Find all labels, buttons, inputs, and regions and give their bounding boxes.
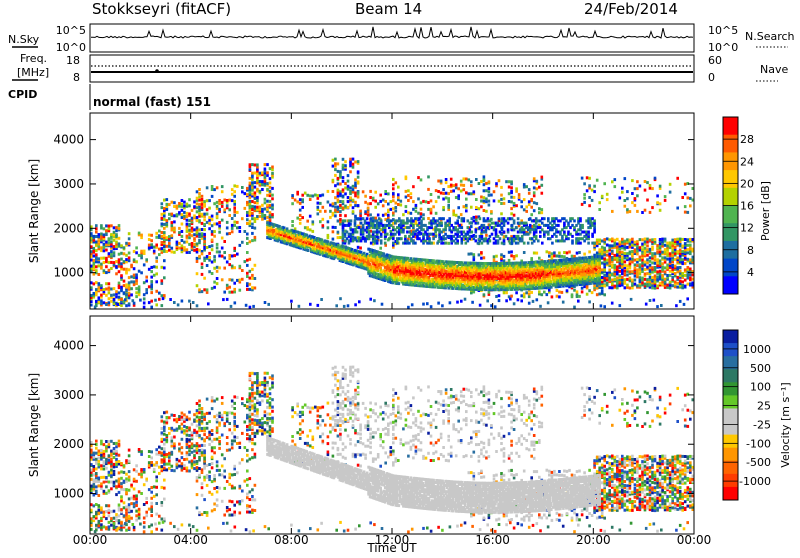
colorbar-tick-label: 8 — [747, 244, 754, 257]
colorbar-segment — [723, 395, 738, 409]
colorbar-segment — [723, 135, 738, 153]
colorbar-segment — [723, 422, 738, 436]
power-ylabel: Slant Range [km] — [27, 159, 41, 263]
freq-left-label-2: [MHz] — [17, 66, 49, 79]
velocity-colorbar-label: Velocity [m s⁻¹] — [779, 382, 792, 467]
x-tick-label: 08:00 — [274, 533, 309, 547]
freq-tick-left-top: 18 — [66, 54, 80, 67]
colorbar-segment — [723, 382, 738, 396]
colorbar-segment — [723, 188, 738, 206]
y-tick-label: 4000 — [53, 133, 84, 147]
y-tick-label: 3000 — [53, 177, 84, 191]
colorbar-segment — [723, 330, 738, 344]
x-tick-label: 04:00 — [173, 533, 208, 547]
y-tick-label: 1000 — [53, 266, 84, 280]
velocity-panel: 1000 2000 3000 4000 Slant Range [km] 1000 50… — [27, 316, 792, 534]
velocity-colorbar: 1000 500 100 25 -25 -100 -500 -1000 — [723, 330, 771, 501]
noise-right-label: N.Search — [745, 30, 795, 43]
y-tick-label: 1000 — [53, 487, 84, 501]
colorbar-tick-label: 24 — [740, 155, 754, 168]
nave-label: Nave — [760, 63, 788, 76]
colorbar-tick-label: 100 — [750, 381, 771, 394]
x-axis-label: Time UT — [366, 541, 417, 554]
colorbar-tick-label: 25 — [757, 400, 771, 413]
colorbar-tick-label: -1000 — [739, 475, 771, 488]
y-tick-label: 2000 — [53, 221, 84, 235]
colorbar-segment — [723, 223, 738, 241]
power-colorbar: 28 24 20 16 12 8 4 — [723, 117, 754, 295]
freq-tick-left-bottom: 8 — [73, 71, 80, 84]
colorbar-segment — [723, 369, 738, 383]
colorbar-tick-label: -25 — [753, 418, 771, 431]
colorbar-segment — [723, 408, 738, 422]
beam-title: Beam 14 — [355, 0, 422, 18]
colorbar-segment — [723, 276, 738, 294]
freq-panel: Freq. [MHz] 18 8 60 0 Nave — [12, 52, 788, 84]
colorbar-segment — [723, 170, 738, 188]
colorbar-tick-label: -100 — [746, 437, 771, 450]
noise-panel: N.Sky 10^5 10^0 10^5 10^0 N.Search — [8, 24, 795, 54]
colorbar-tick-label: 16 — [740, 200, 754, 213]
x-tick-label: 00:00 — [73, 533, 108, 547]
power-colorbar-label: Power [dB] — [759, 181, 772, 241]
colorbar-segment — [723, 343, 738, 357]
colorbar-segment — [723, 206, 738, 224]
noise-tick-left-bottom: 10^0 — [56, 41, 86, 54]
colorbar-segment — [723, 461, 738, 475]
noise-tick-right-top: 10^5 — [708, 24, 738, 37]
cpid-text: normal (fast) 151 — [93, 95, 211, 109]
velocity-ylabel: Slant Range [km] — [27, 373, 41, 477]
noise-sky-trace — [91, 27, 693, 38]
colorbar-tick-label: 1000 — [743, 343, 771, 356]
noise-tick-left-top: 10^5 — [56, 24, 86, 37]
cpid-label: CPID — [8, 88, 37, 101]
date-title: 24/Feb/2014 — [584, 0, 678, 18]
colorbar-segment — [723, 435, 738, 449]
colorbar-tick-label: 12 — [740, 222, 754, 235]
y-tick-label: 4000 — [53, 339, 84, 353]
colorbar-segment — [723, 448, 738, 462]
station-title: Stokkseyri (fitACF) — [92, 0, 231, 18]
colorbar-tick-label: 4 — [747, 266, 754, 279]
colorbar-tick-label: -500 — [746, 456, 771, 469]
colorbar-tick-label: 28 — [740, 133, 754, 146]
x-tick-label: 00:00 — [677, 533, 712, 547]
colorbar-segment — [723, 259, 738, 277]
freq-left-label-1: Freq. — [20, 52, 47, 65]
cpid-panel: CPID normal (fast) 151 — [8, 84, 211, 110]
colorbar-tick-label: 20 — [740, 177, 754, 190]
colorbar-segment — [723, 474, 738, 488]
y-tick-label: 2000 — [53, 437, 84, 451]
freq-tick-right-top: 60 — [708, 54, 722, 67]
colorbar-segment — [723, 487, 738, 501]
y-tick-label: 3000 — [53, 388, 84, 402]
x-tick-label: 20:00 — [576, 533, 611, 547]
x-tick-label: 16:00 — [475, 533, 510, 547]
colorbar-tick-label: 500 — [750, 362, 771, 375]
noise-tick-right-bottom: 10^0 — [708, 41, 738, 54]
colorbar-segment — [723, 117, 738, 135]
freq-tick-right-bottom: 0 — [708, 71, 715, 84]
noise-left-label: N.Sky — [8, 33, 40, 46]
power-panel: 1000 2000 3000 4000 Slant Range [km] 28 24 20… — [27, 113, 772, 309]
